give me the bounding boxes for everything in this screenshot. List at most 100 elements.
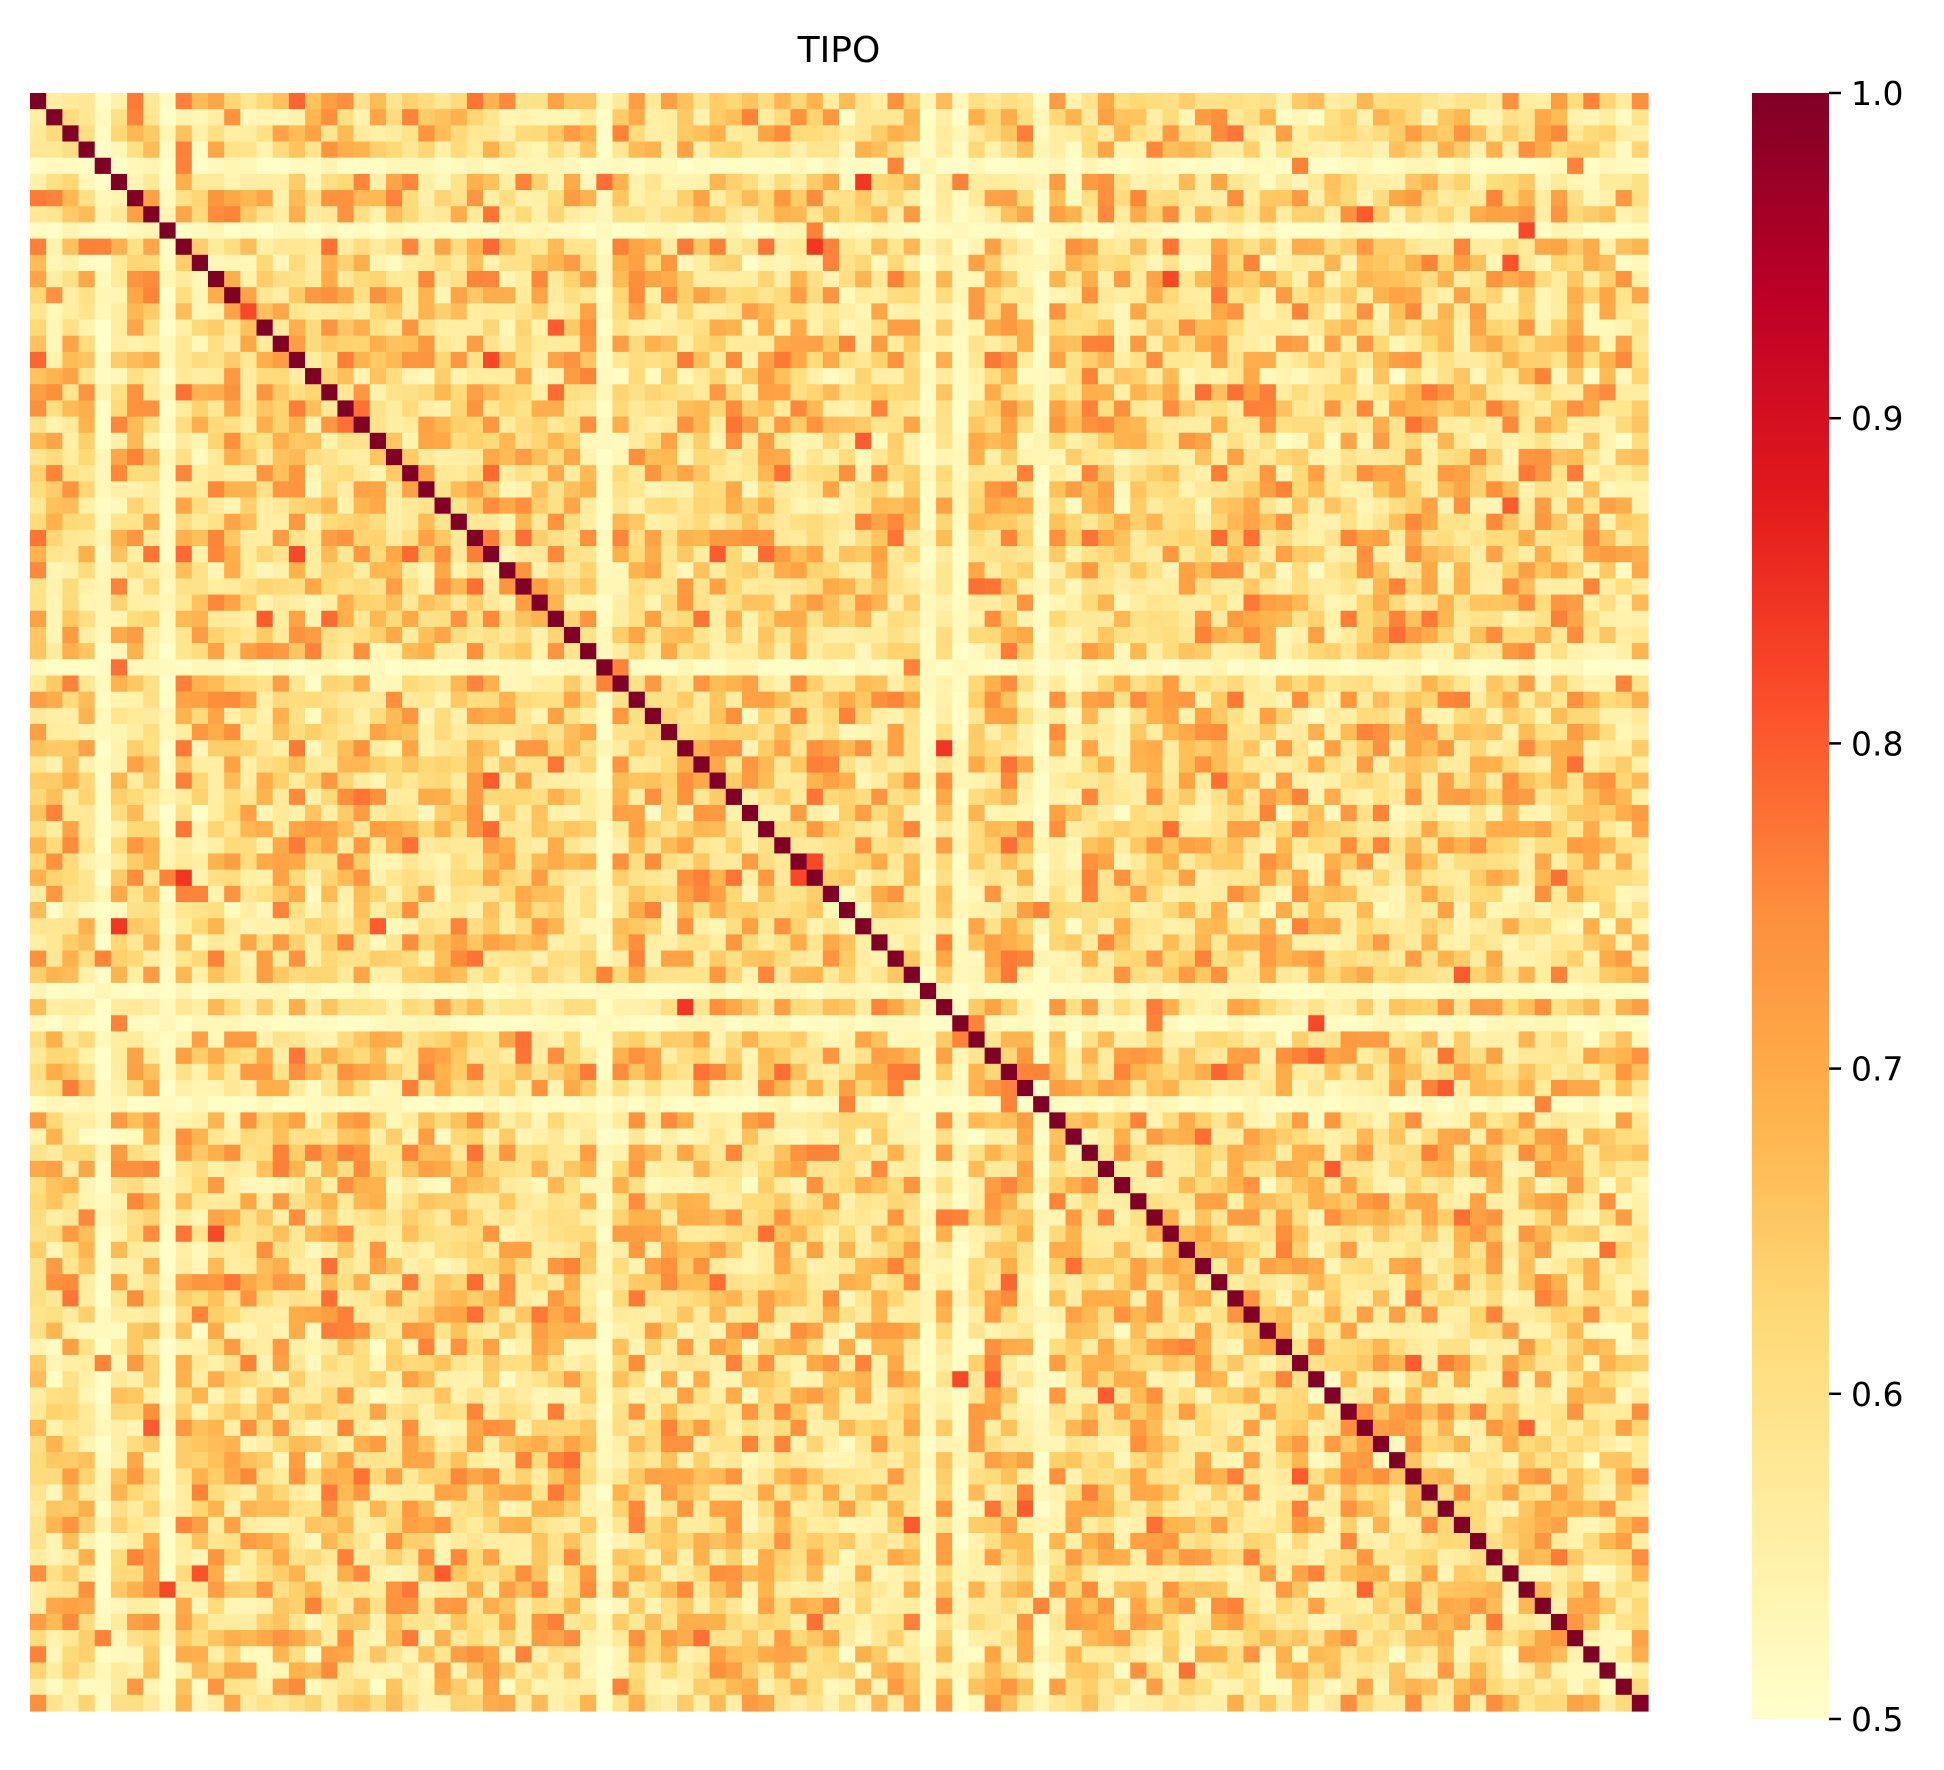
heatmap-cell — [1097, 885, 1115, 903]
heatmap-cell — [1389, 416, 1406, 434]
heatmap-cell — [968, 335, 986, 353]
heatmap-cell — [321, 578, 339, 596]
heatmap-cell — [1389, 335, 1406, 353]
heatmap-cell — [1502, 869, 1520, 887]
heatmap-cell — [305, 610, 322, 628]
heatmap-cell — [693, 400, 711, 418]
heatmap-cell — [127, 319, 144, 337]
heatmap-cell — [1146, 837, 1164, 855]
heatmap-cell — [402, 448, 419, 466]
heatmap-cell — [1194, 465, 1212, 482]
heatmap-cell — [855, 93, 872, 110]
heatmap-cell — [1114, 238, 1131, 256]
heatmap-cell — [919, 578, 937, 596]
heatmap-cell — [758, 740, 775, 757]
heatmap-cell — [1146, 578, 1164, 596]
heatmap-cell — [936, 335, 953, 353]
heatmap-cell — [1372, 384, 1390, 402]
heatmap-cell — [822, 141, 840, 159]
heatmap-cell — [110, 141, 128, 159]
heatmap-cell — [1486, 109, 1503, 126]
heatmap-cell — [353, 319, 371, 337]
heatmap-cell — [547, 740, 565, 757]
heatmap-cell — [1356, 254, 1374, 272]
heatmap-cell — [725, 206, 743, 224]
heatmap-cell — [1259, 384, 1277, 402]
heatmap-cell — [855, 529, 872, 547]
heatmap-cell — [353, 416, 371, 434]
heatmap-cell — [175, 351, 193, 369]
heatmap-cell — [677, 643, 694, 660]
heatmap-cell — [612, 546, 630, 563]
heatmap-cell — [1389, 109, 1406, 126]
heatmap-cell — [1162, 238, 1180, 256]
heatmap-cell — [758, 416, 775, 434]
heatmap-cell — [693, 173, 711, 191]
heatmap-cell — [240, 303, 258, 321]
heatmap-cell — [1211, 610, 1228, 628]
heatmap-cell — [1308, 141, 1325, 159]
heatmap-cell — [547, 707, 565, 725]
heatmap-cell — [1259, 885, 1277, 903]
heatmap-cell — [1437, 675, 1455, 693]
heatmap-cell — [46, 368, 63, 385]
heatmap-cell — [1227, 562, 1245, 579]
heatmap-cell — [661, 465, 678, 482]
heatmap-cell — [1631, 109, 1649, 126]
heatmap-cell — [1615, 125, 1633, 143]
heatmap-cell — [984, 465, 1002, 482]
heatmap-cell — [1550, 319, 1568, 337]
heatmap-cell — [1324, 675, 1342, 693]
heatmap-cell — [272, 578, 290, 596]
heatmap-cell — [580, 804, 597, 822]
heatmap-cell — [450, 529, 468, 547]
heatmap-cell — [1081, 869, 1099, 887]
heatmap-cell — [62, 400, 80, 418]
heatmap-cell — [531, 546, 549, 563]
heatmap-cell — [806, 125, 824, 143]
heatmap-cell — [1615, 837, 1633, 855]
heatmap-cell — [1599, 821, 1617, 838]
heatmap-cell — [1000, 206, 1018, 224]
heatmap-cell — [693, 626, 711, 644]
heatmap-cell — [175, 546, 193, 563]
heatmap-cell — [207, 546, 225, 563]
heatmap-cell — [774, 206, 792, 224]
heatmap-cell — [515, 643, 533, 660]
heatmap-cell — [110, 821, 128, 838]
heatmap-cell — [1389, 448, 1406, 466]
heatmap-cell — [644, 206, 662, 224]
heatmap-cell — [353, 125, 371, 143]
heatmap-cell — [741, 481, 759, 499]
heatmap-cell — [143, 497, 161, 515]
heatmap-cell — [1114, 109, 1131, 126]
heatmap-cell — [1453, 222, 1471, 240]
heatmap-cell — [288, 335, 306, 353]
heatmap-cell — [78, 497, 96, 515]
heatmap-cell — [30, 173, 47, 191]
heatmap-cell — [628, 740, 646, 757]
heatmap-cell — [369, 125, 387, 143]
heatmap-cell — [1470, 287, 1487, 304]
heatmap-cell — [1502, 772, 1520, 790]
heatmap-cell — [78, 351, 96, 369]
heatmap-cell — [887, 869, 905, 887]
heatmap-cell — [402, 626, 419, 644]
heatmap-cell — [1000, 400, 1018, 418]
heatmap-cell — [1211, 869, 1228, 887]
heatmap-cell — [1502, 724, 1520, 741]
heatmap-cell — [1631, 578, 1649, 596]
heatmap-cell — [1081, 109, 1099, 126]
heatmap-cell — [110, 707, 128, 725]
heatmap-cell — [1000, 416, 1018, 434]
heatmap-cell — [1162, 109, 1180, 126]
heatmap-cell — [1421, 270, 1439, 288]
heatmap-cell — [1016, 529, 1034, 547]
heatmap-cell — [499, 675, 516, 693]
heatmap-cell — [871, 626, 889, 644]
heatmap-cell — [693, 610, 711, 628]
heatmap-cell — [563, 497, 581, 515]
heatmap-cell — [402, 837, 419, 855]
heatmap-cell — [1275, 578, 1293, 596]
heatmap-cell — [1130, 206, 1148, 224]
